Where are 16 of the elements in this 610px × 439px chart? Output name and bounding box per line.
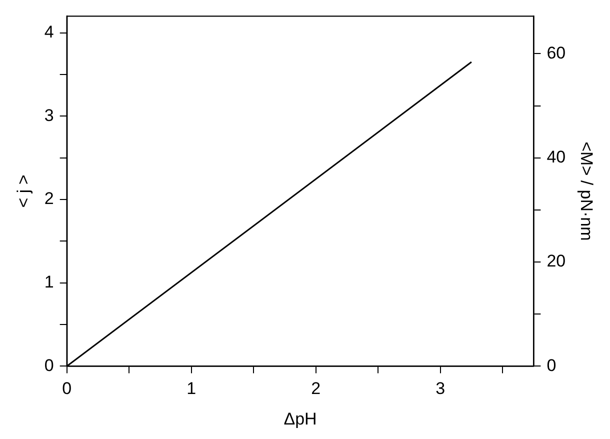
y2-tick-label: 0 bbox=[546, 356, 556, 375]
y-tick-label: 2 bbox=[44, 189, 54, 208]
x-tick-label: 0 bbox=[62, 379, 72, 398]
y2-tick-label: 60 bbox=[546, 43, 566, 62]
y2-tick-label: 20 bbox=[546, 252, 566, 271]
y-tick-label: 4 bbox=[44, 22, 54, 42]
x-tick-label: 2 bbox=[311, 379, 321, 398]
x-tick-label: 1 bbox=[186, 379, 196, 398]
y-tick-label: 1 bbox=[44, 272, 54, 292]
y-tick-label: 3 bbox=[44, 106, 54, 125]
y2-axis-title: <M> / pN·nm bbox=[577, 142, 596, 241]
x-tick-label: 3 bbox=[436, 379, 446, 398]
x-axis-title: ΔpH bbox=[284, 409, 317, 428]
y2-tick-label: 40 bbox=[546, 148, 566, 167]
y-tick-label: 0 bbox=[44, 356, 54, 375]
y-axis-title: < j > bbox=[14, 174, 33, 208]
